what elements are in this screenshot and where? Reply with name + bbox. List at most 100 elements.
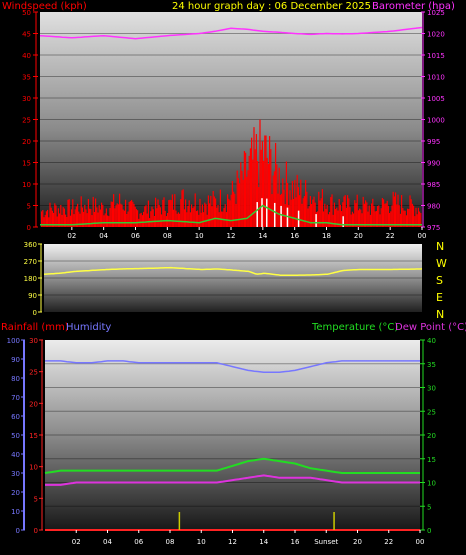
humidity-y-tick: 80 (11, 375, 20, 383)
windspeed-bar (103, 215, 105, 227)
windspeed-bar (51, 210, 53, 227)
windspeed-bar (62, 207, 64, 227)
windspeed-bar (319, 200, 321, 227)
windspeed-bar (164, 210, 166, 227)
windspeed-bar (294, 179, 296, 227)
humidity-y-tick: 10 (11, 508, 20, 516)
windspeed-bar (391, 205, 393, 227)
windspeed-bar (131, 199, 133, 227)
windspeed-bar (251, 137, 253, 227)
windspeed-bar (81, 207, 83, 227)
windspeed-bar (420, 213, 422, 227)
humidity-y-tick: 90 (11, 356, 20, 364)
temp-x-tick: 02 (72, 538, 81, 546)
windspeed-bar (159, 207, 161, 227)
windspeed-bar (126, 213, 128, 227)
windspeed-bar (318, 191, 320, 227)
windspeed-bar (374, 211, 376, 227)
wind-y-tick: 10 (22, 181, 31, 189)
windspeed-bar (261, 141, 263, 227)
wind-x-tick: 02 (67, 232, 76, 240)
wind-y-tick: 40 (22, 52, 31, 60)
windspeed-bar (361, 213, 363, 227)
windspeed-bar (363, 203, 365, 227)
windspeed-bar (282, 178, 284, 227)
wind-x-tick: 22 (386, 232, 395, 240)
windspeed-bar (230, 194, 232, 227)
wind-lines (39, 26, 423, 226)
windspeed-bar (158, 205, 160, 227)
windspeed-bar (163, 197, 165, 227)
temp-x-tick: 16 (291, 538, 300, 546)
windspeed-bar (105, 208, 107, 227)
windspeed-bar (49, 202, 51, 227)
windspeed-bar (324, 203, 326, 227)
windspeed-bar (175, 210, 177, 227)
temp-tick-labels: 0510152025303540010203040506070809010005… (7, 337, 436, 546)
chart-title: 24 hour graph day : 06 December 2025 (172, 1, 371, 12)
windspeed-bar (396, 204, 398, 227)
temp-y-tick: 35 (427, 361, 436, 369)
windspeed-bar (200, 212, 202, 227)
windspeed-bar (259, 119, 261, 227)
windspeed-bar (61, 214, 63, 227)
windspeed-bar (356, 194, 358, 227)
direction-line (43, 266, 423, 276)
windspeed-bar (212, 190, 214, 227)
windspeed-bar (243, 151, 245, 227)
windspeed-bar (68, 199, 70, 227)
windspeed-bar (90, 208, 92, 227)
windspeed-bar (93, 211, 95, 227)
windspeed-bar (295, 197, 297, 227)
windspeed-bar (242, 179, 244, 227)
windspeed-bar (341, 211, 343, 227)
windspeed-bar (120, 203, 122, 227)
windspeed-bar (302, 198, 304, 227)
windspeed-bar (108, 216, 110, 227)
windspeed-bar (313, 196, 315, 227)
windspeed-bar (231, 180, 233, 227)
temp-y-tick: 40 (427, 337, 436, 345)
windspeed-bar (393, 196, 395, 227)
windspeed-bar (203, 212, 205, 227)
windspeed-bar (201, 204, 203, 227)
windspeed-bar (115, 205, 117, 227)
compass-label: S (436, 274, 443, 287)
wind-x-tick: 12 (227, 232, 236, 240)
windspeed-bar (119, 193, 121, 227)
windspeed-bar (113, 194, 115, 227)
temp-x-tick: 04 (103, 538, 112, 546)
windspeed-bar (291, 180, 293, 227)
windspeed-bar (199, 198, 201, 227)
windspeed-bar (216, 207, 218, 227)
windspeed-bar (45, 211, 47, 227)
windspeed-bar (317, 211, 319, 227)
windspeed-bar (371, 203, 373, 227)
windspeed-bar (66, 217, 68, 227)
windspeed-bar (86, 213, 88, 227)
windspeed-bar (80, 196, 82, 227)
windspeed-bar (404, 210, 406, 227)
windspeed-bar (254, 149, 256, 227)
windspeed-bar (410, 199, 412, 227)
direction-line (43, 266, 423, 276)
windspeed-bar (309, 196, 311, 227)
windspeed-bar (213, 196, 215, 227)
windspeed-bar (337, 210, 339, 227)
windspeed-bar (219, 189, 221, 227)
humidity-y-tick: 100 (7, 337, 20, 345)
windspeed-bar (77, 203, 79, 227)
windspeed-bar (343, 196, 345, 227)
windspeed-bar (41, 211, 43, 227)
windspeed-bar (179, 213, 181, 227)
humidity-y-tick: 20 (11, 489, 20, 497)
windspeed-bar (408, 208, 410, 227)
windspeed-bar (308, 206, 310, 227)
wind-y-tick: 35 (22, 74, 31, 82)
windspeed-bar (233, 191, 235, 227)
windspeed-bar (48, 217, 50, 227)
windspeed-bar (333, 202, 335, 227)
windspeed-bar (378, 205, 380, 227)
windspeed-bar (401, 195, 403, 227)
